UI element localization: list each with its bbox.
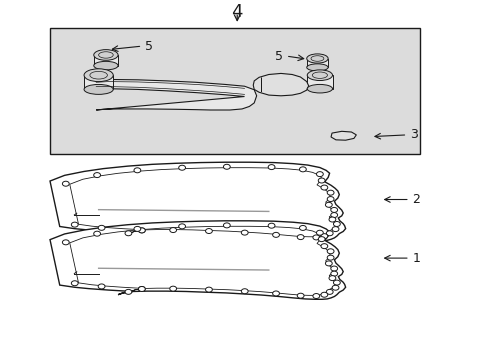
Polygon shape [50,162,345,241]
Circle shape [299,167,305,172]
Ellipse shape [306,64,327,71]
Circle shape [297,293,304,298]
Circle shape [98,284,105,289]
FancyBboxPatch shape [84,75,113,89]
FancyBboxPatch shape [50,28,419,154]
Circle shape [178,165,185,170]
Circle shape [326,190,333,195]
Circle shape [312,235,319,240]
Ellipse shape [306,85,332,93]
Text: 3: 3 [409,129,417,141]
Circle shape [325,289,332,294]
Circle shape [330,266,337,271]
Circle shape [312,293,319,298]
Circle shape [205,287,212,292]
Circle shape [328,276,335,280]
Circle shape [272,291,279,296]
Circle shape [94,172,101,177]
Circle shape [326,197,333,202]
Text: 5: 5 [275,50,283,63]
Circle shape [71,281,78,286]
Polygon shape [50,221,345,299]
FancyBboxPatch shape [94,55,118,66]
Circle shape [330,207,337,212]
Ellipse shape [94,61,118,70]
Circle shape [71,222,78,227]
Circle shape [205,229,212,234]
Circle shape [325,261,331,266]
Circle shape [125,231,132,236]
Circle shape [169,228,176,233]
Text: 5: 5 [144,40,153,53]
Circle shape [138,287,145,292]
Circle shape [134,226,141,231]
Circle shape [134,168,141,173]
Circle shape [223,164,230,169]
Text: 1: 1 [411,252,419,265]
Ellipse shape [94,50,118,60]
Circle shape [316,230,323,235]
Circle shape [318,178,325,183]
Circle shape [138,287,145,292]
Circle shape [138,228,145,233]
Text: 4: 4 [231,3,243,21]
Circle shape [333,280,340,285]
Circle shape [272,232,279,237]
Circle shape [62,181,69,186]
Text: 2: 2 [411,193,419,206]
Circle shape [241,289,247,294]
FancyBboxPatch shape [306,59,327,67]
Ellipse shape [306,54,327,63]
Circle shape [331,227,338,231]
Circle shape [320,234,327,239]
Circle shape [320,244,327,249]
Polygon shape [253,73,308,96]
Ellipse shape [84,85,113,94]
Circle shape [241,230,247,235]
Circle shape [331,285,338,290]
Polygon shape [96,80,256,110]
Circle shape [320,185,327,190]
Circle shape [138,228,145,233]
Circle shape [299,225,305,230]
Circle shape [94,231,101,236]
Circle shape [328,217,335,222]
Circle shape [297,235,304,240]
Circle shape [318,237,325,242]
Ellipse shape [306,70,332,81]
Ellipse shape [84,69,113,82]
Circle shape [325,202,331,207]
Circle shape [333,221,340,226]
Circle shape [125,289,132,294]
Circle shape [178,224,185,229]
Circle shape [325,231,332,236]
Circle shape [223,223,230,228]
Circle shape [267,165,274,170]
Circle shape [330,271,337,276]
Circle shape [267,223,274,228]
Circle shape [320,292,327,297]
FancyBboxPatch shape [306,75,332,89]
Polygon shape [330,131,356,140]
Circle shape [330,212,337,217]
Circle shape [316,172,323,177]
Circle shape [326,249,333,254]
Circle shape [326,255,333,260]
Circle shape [62,240,69,245]
Circle shape [169,286,176,291]
Circle shape [98,225,105,230]
